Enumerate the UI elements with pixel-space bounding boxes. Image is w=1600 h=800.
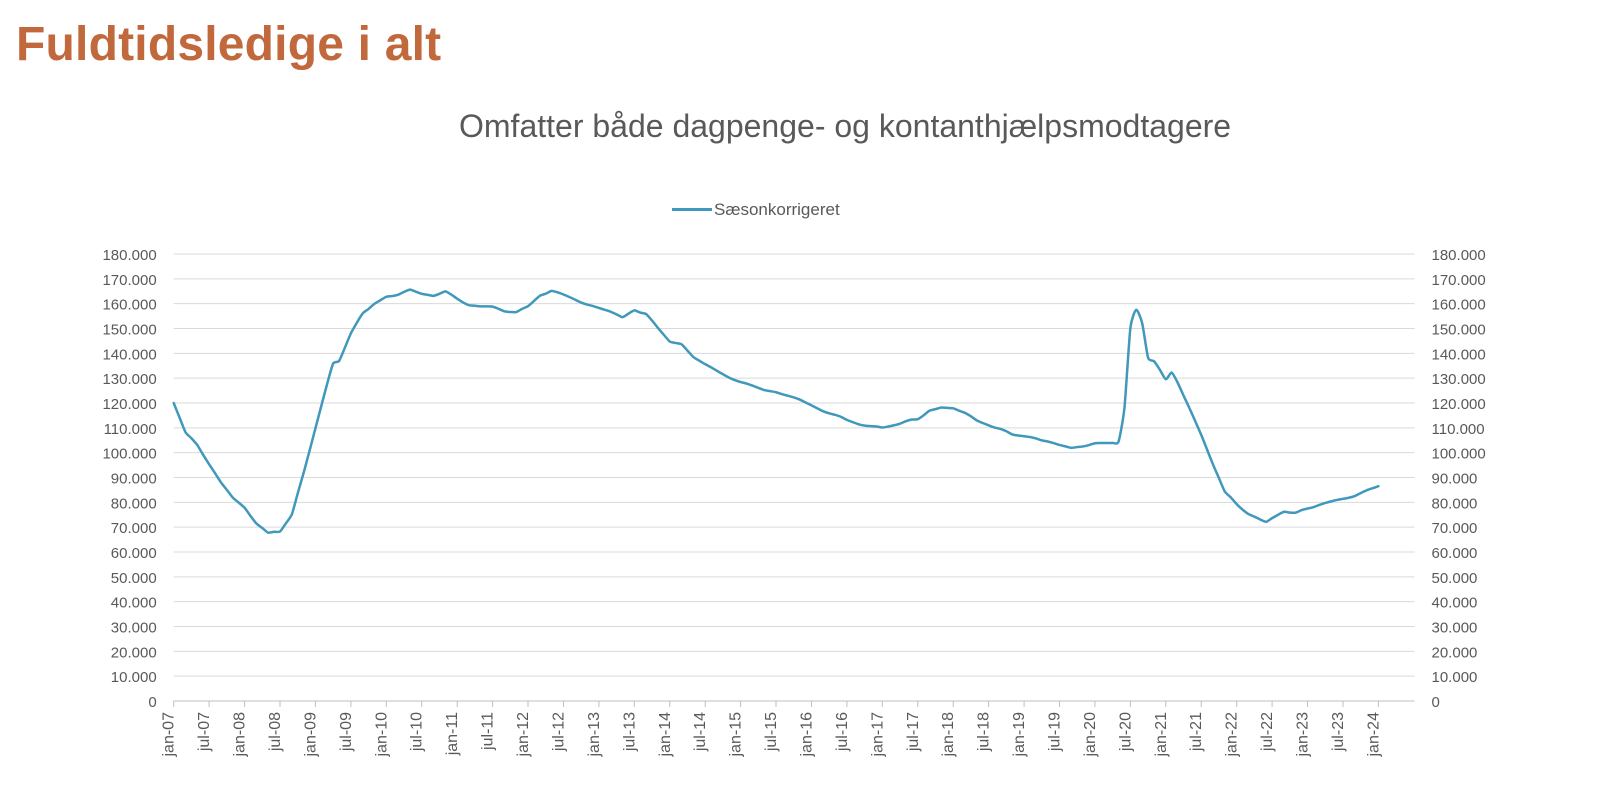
svg-text:110.000: 110.000 <box>104 421 157 438</box>
svg-text:30.000: 30.000 <box>1432 620 1478 637</box>
svg-text:jan-19: jan-19 <box>1011 712 1028 758</box>
svg-text:jan-23: jan-23 <box>1295 712 1312 758</box>
svg-text:jul-07: jul-07 <box>196 712 213 752</box>
svg-text:160.000: 160.000 <box>1432 297 1486 314</box>
svg-text:170.000: 170.000 <box>1432 272 1486 289</box>
svg-text:jan-07: jan-07 <box>161 712 178 758</box>
svg-text:140.000: 140.000 <box>1432 346 1486 363</box>
svg-text:170.000: 170.000 <box>102 272 156 289</box>
svg-text:30.000: 30.000 <box>111 620 157 637</box>
svg-text:jul-19: jul-19 <box>1047 712 1064 752</box>
svg-text:jan-12: jan-12 <box>515 712 532 758</box>
svg-text:jul-23: jul-23 <box>1330 712 1347 752</box>
svg-text:160.000: 160.000 <box>102 297 156 314</box>
svg-text:jan-08: jan-08 <box>232 712 249 758</box>
svg-text:jul-14: jul-14 <box>692 712 709 752</box>
svg-text:180.000: 180.000 <box>1432 247 1486 264</box>
svg-text:80.000: 80.000 <box>1432 495 1478 512</box>
svg-text:90.000: 90.000 <box>111 471 157 488</box>
svg-text:jul-15: jul-15 <box>763 712 780 752</box>
svg-text:100.000: 100.000 <box>1432 446 1486 463</box>
svg-text:130.000: 130.000 <box>102 371 156 388</box>
svg-text:jan-24: jan-24 <box>1365 712 1382 758</box>
svg-text:jan-22: jan-22 <box>1224 712 1241 758</box>
svg-text:100.000: 100.000 <box>102 446 156 463</box>
svg-text:jul-11: jul-11 <box>480 712 497 751</box>
svg-text:120.000: 120.000 <box>102 396 156 413</box>
svg-text:10.000: 10.000 <box>111 669 157 686</box>
svg-text:50.000: 50.000 <box>1432 570 1478 587</box>
svg-text:jul-10: jul-10 <box>409 712 426 752</box>
svg-text:40.000: 40.000 <box>1432 595 1478 612</box>
svg-text:90.000: 90.000 <box>1432 471 1478 488</box>
svg-text:jan-11: jan-11 <box>444 712 461 756</box>
svg-text:jul-09: jul-09 <box>338 712 355 752</box>
svg-text:0: 0 <box>1432 694 1440 711</box>
svg-text:70.000: 70.000 <box>1432 520 1478 537</box>
svg-text:jan-15: jan-15 <box>728 712 745 758</box>
svg-text:140.000: 140.000 <box>102 346 156 363</box>
svg-text:jul-08: jul-08 <box>267 712 284 752</box>
svg-text:jan-17: jan-17 <box>869 712 886 758</box>
svg-text:jan-21: jan-21 <box>1153 712 1170 758</box>
svg-text:180.000: 180.000 <box>102 247 156 264</box>
svg-text:jul-16: jul-16 <box>834 712 851 752</box>
svg-text:jul-13: jul-13 <box>621 712 638 752</box>
svg-text:jan-16: jan-16 <box>799 712 816 758</box>
svg-text:50.000: 50.000 <box>111 570 157 587</box>
svg-text:40.000: 40.000 <box>111 595 157 612</box>
svg-text:20.000: 20.000 <box>1432 644 1478 661</box>
svg-text:jan-18: jan-18 <box>940 712 957 758</box>
svg-text:150.000: 150.000 <box>1432 322 1486 339</box>
svg-text:60.000: 60.000 <box>111 545 157 562</box>
svg-text:jan-10: jan-10 <box>373 712 390 758</box>
svg-text:jul-22: jul-22 <box>1259 712 1276 752</box>
svg-text:60.000: 60.000 <box>1432 545 1478 562</box>
svg-text:jan-20: jan-20 <box>1082 712 1099 758</box>
svg-text:0: 0 <box>148 694 156 711</box>
svg-text:jul-20: jul-20 <box>1117 712 1134 752</box>
svg-text:20.000: 20.000 <box>111 644 157 661</box>
svg-text:jul-12: jul-12 <box>551 712 568 752</box>
svg-text:jul-17: jul-17 <box>905 712 922 752</box>
svg-text:jul-18: jul-18 <box>976 712 993 752</box>
svg-text:jan-09: jan-09 <box>302 712 319 758</box>
svg-text:80.000: 80.000 <box>111 495 157 512</box>
svg-text:130.000: 130.000 <box>1432 371 1486 388</box>
svg-text:jan-13: jan-13 <box>586 712 603 758</box>
svg-text:150.000: 150.000 <box>102 322 156 339</box>
svg-text:10.000: 10.000 <box>1432 669 1478 686</box>
svg-text:110.000: 110.000 <box>1432 421 1485 438</box>
svg-text:70.000: 70.000 <box>111 520 157 537</box>
svg-text:120.000: 120.000 <box>1432 396 1486 413</box>
svg-text:jan-14: jan-14 <box>657 712 674 758</box>
svg-text:jul-21: jul-21 <box>1188 712 1205 752</box>
